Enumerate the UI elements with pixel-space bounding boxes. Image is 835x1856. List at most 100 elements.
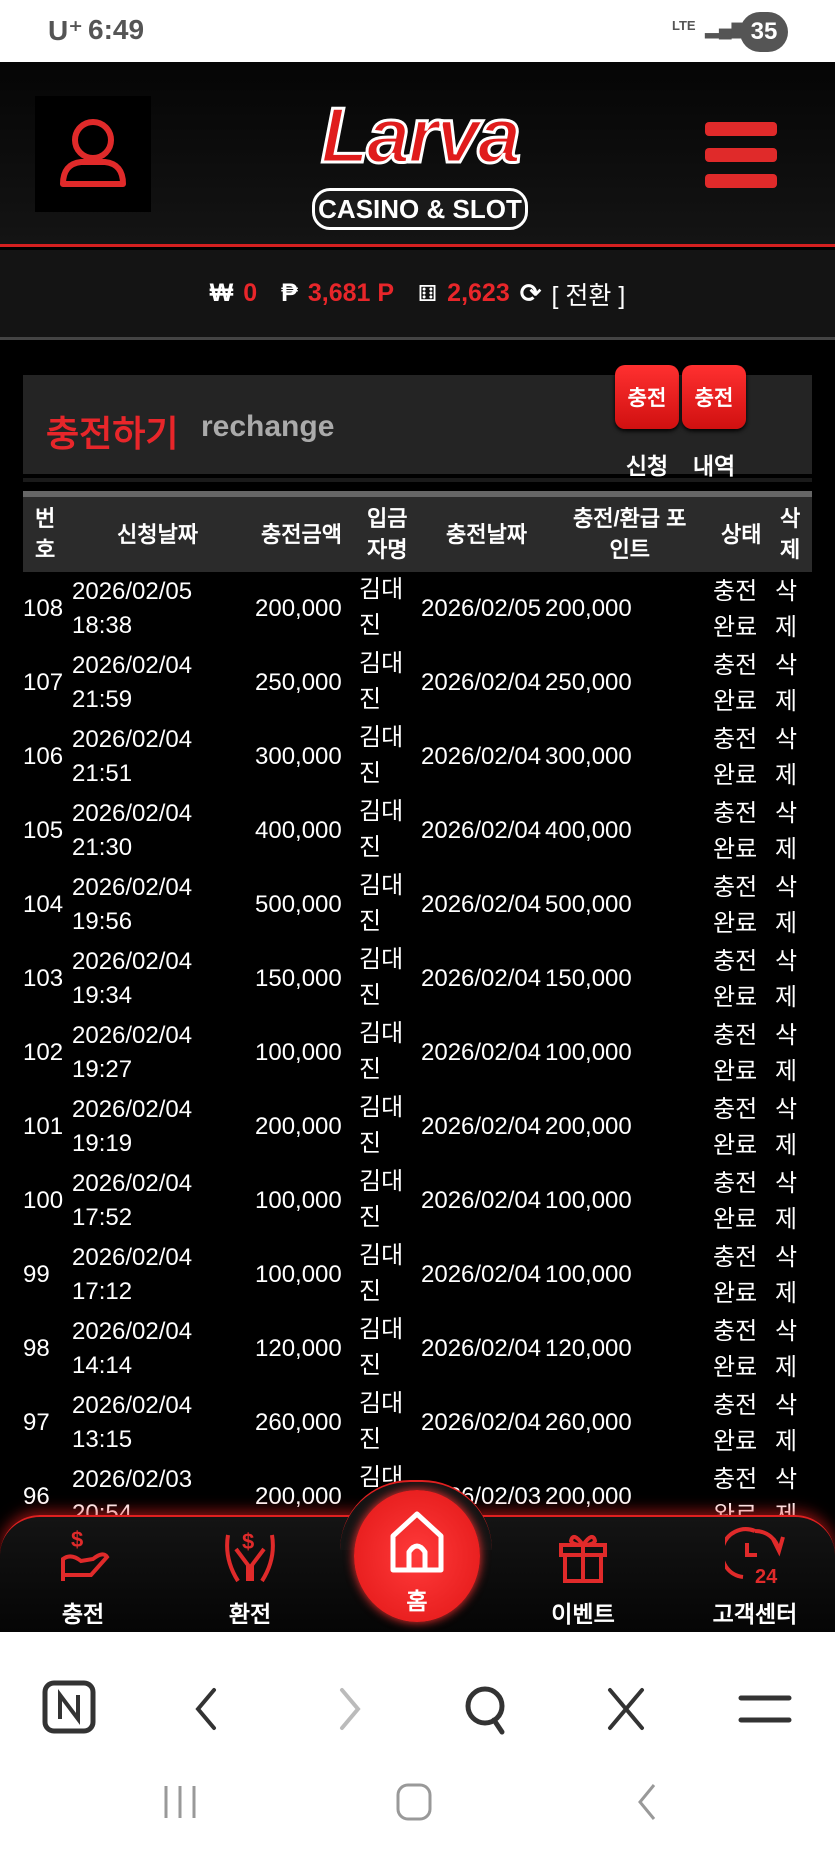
depositor-name: 김대: [359, 650, 404, 677]
status: 충전: [713, 800, 758, 827]
nav-charge[interactable]: $ 충전: [28, 1525, 138, 1629]
delete-link-2[interactable]: 제: [775, 1132, 798, 1159]
logo[interactable]: Larva CASINO & SLOT: [290, 70, 550, 240]
delete-link-2[interactable]: 제: [775, 1428, 798, 1455]
charge-date: 2026/02/04: [421, 817, 542, 844]
delete-link-2[interactable]: 제: [775, 1058, 798, 1085]
status: 충전: [713, 1022, 758, 1049]
charge-history-button[interactable]: 충전: [682, 365, 746, 429]
depositor-name: 김대: [359, 1390, 404, 1417]
request-date: 2026/02/04: [72, 1392, 193, 1419]
request-date: 2026/02/04: [72, 1244, 193, 1271]
delete-link[interactable]: 삭: [775, 726, 798, 753]
delete-link-2[interactable]: 제: [775, 688, 798, 715]
nav-event[interactable]: 이벤트: [528, 1525, 638, 1629]
header-amount: 충전금액: [261, 522, 342, 547]
status: 충전: [713, 1466, 758, 1493]
delete-link-2[interactable]: 제: [775, 762, 798, 789]
amount: 500,000: [255, 891, 342, 918]
request-date: 2026/02/04: [72, 1022, 193, 1049]
home-nav-icon[interactable]: [394, 1782, 434, 1822]
charge-date: 2026/02/04: [421, 669, 542, 696]
delete-link[interactable]: 삭: [775, 1170, 798, 1197]
table-row: 104 2026/02/04 19:56 500,000 김대 진 2026/02/04 50…: [23, 868, 812, 942]
close-icon[interactable]: [604, 1686, 648, 1732]
delete-link[interactable]: 삭: [775, 1022, 798, 1049]
depositor-name: 김대: [359, 1094, 404, 1121]
amount: 150,000: [255, 965, 342, 992]
delete-link-2[interactable]: 제: [775, 1354, 798, 1381]
nav-exchange[interactable]: $ 환전: [195, 1525, 305, 1629]
charge-date: 2026/02/04: [421, 743, 542, 770]
table-header: 번 호 신청날짜 충전금액 입금 자명 충전날짜 충전/환급 포 인트 상태 삭…: [23, 491, 812, 572]
forward-icon[interactable]: [332, 1686, 368, 1732]
charge-apply-label[interactable]: 신청: [625, 453, 669, 479]
request-date: 2026/02/04: [72, 874, 193, 901]
table-row: 99 2026/02/04 17:12 100,000 김대 진 2026/02/04 100…: [23, 1238, 812, 1312]
status-2: 완료: [713, 1280, 758, 1307]
home-button[interactable]: 홈: [354, 1490, 480, 1622]
convert-link[interactable]: [ 전환 ]: [551, 281, 626, 310]
charge-history-label[interactable]: 내역: [692, 453, 736, 479]
svg-text:$: $: [71, 1527, 83, 1552]
delete-link[interactable]: 삭: [775, 1466, 798, 1493]
delete-link[interactable]: 삭: [775, 874, 798, 901]
menu-button[interactable]: [705, 122, 777, 188]
charge-date: 2026/02/04: [421, 965, 542, 992]
menu-icon[interactable]: [738, 1692, 792, 1726]
request-date: 2026/02/04: [72, 652, 193, 679]
table-row: 105 2026/02/04 21:30 400,000 김대 진 2026/02/04 40…: [23, 794, 812, 868]
delete-link-2[interactable]: 제: [775, 614, 798, 641]
clock: 6:49: [88, 14, 145, 45]
depositor-name-2: 진: [359, 760, 382, 787]
request-time: 21:51: [72, 760, 133, 787]
delete-link[interactable]: 삭: [775, 1318, 798, 1345]
user-button[interactable]: [35, 96, 151, 212]
request-time: 14:14: [72, 1352, 133, 1379]
back-nav-icon[interactable]: [632, 1782, 662, 1822]
delete-link[interactable]: 삭: [775, 800, 798, 827]
nav-support-label: 고객센터: [712, 1601, 798, 1627]
amount: 200,000: [255, 1113, 342, 1140]
charge-date: 2026/02/04: [421, 1335, 542, 1362]
naver-home-icon[interactable]: [42, 1680, 96, 1734]
charge-apply-button[interactable]: 충전: [615, 365, 679, 429]
delete-link[interactable]: 삭: [775, 652, 798, 679]
status: 충전: [713, 1096, 758, 1123]
delete-link-2[interactable]: 제: [775, 910, 798, 937]
search-icon[interactable]: [462, 1682, 512, 1736]
row-no: 100: [23, 1187, 64, 1214]
won-icon: ₩: [209, 279, 234, 307]
delete-link-2[interactable]: 제: [775, 984, 798, 1011]
table-row: 108 2026/02/05 18:38 200,000 김대 진 2026/02/05 20…: [23, 572, 812, 646]
home-icon: [390, 1511, 444, 1573]
delete-link-2[interactable]: 제: [775, 1206, 798, 1233]
table-row: 103 2026/02/04 19:34 150,000 김대 진 2026/02/04 15…: [23, 942, 812, 1016]
back-icon[interactable]: [190, 1686, 226, 1732]
point: 400,000: [545, 817, 632, 844]
request-date: 2026/02/04: [72, 726, 193, 753]
chip-balance: 2,623: [447, 279, 510, 307]
row-no: 106: [23, 743, 64, 770]
refresh-icon[interactable]: ⟳: [519, 278, 542, 308]
delete-link[interactable]: 삭: [775, 1096, 798, 1123]
nav-support[interactable]: 24 고객센터: [695, 1525, 815, 1629]
delete-link[interactable]: 삭: [775, 1244, 798, 1271]
delete-link[interactable]: 삭: [775, 1392, 798, 1419]
amount: 100,000: [255, 1039, 342, 1066]
recent-apps-icon[interactable]: [160, 1782, 200, 1822]
table-row: 102 2026/02/04 19:27 100,000 김대 진 2026/02/04 10…: [23, 1016, 812, 1090]
charge-date: 2026/02/05: [421, 595, 542, 622]
nav-charge-label: 충전: [61, 1601, 105, 1627]
amount: 250,000: [255, 669, 342, 696]
delete-link-2[interactable]: 제: [775, 1280, 798, 1307]
depositor-name: 김대: [359, 576, 404, 603]
delete-link[interactable]: 삭: [775, 948, 798, 975]
delete-link[interactable]: 삭: [775, 578, 798, 605]
signal-icon: ▂▄▆: [705, 18, 746, 38]
delete-link-2[interactable]: 제: [775, 836, 798, 863]
amount: 200,000: [255, 595, 342, 622]
logo-text: Larva: [319, 90, 522, 181]
row-no: 101: [23, 1113, 64, 1140]
row-no: 97: [23, 1409, 50, 1436]
